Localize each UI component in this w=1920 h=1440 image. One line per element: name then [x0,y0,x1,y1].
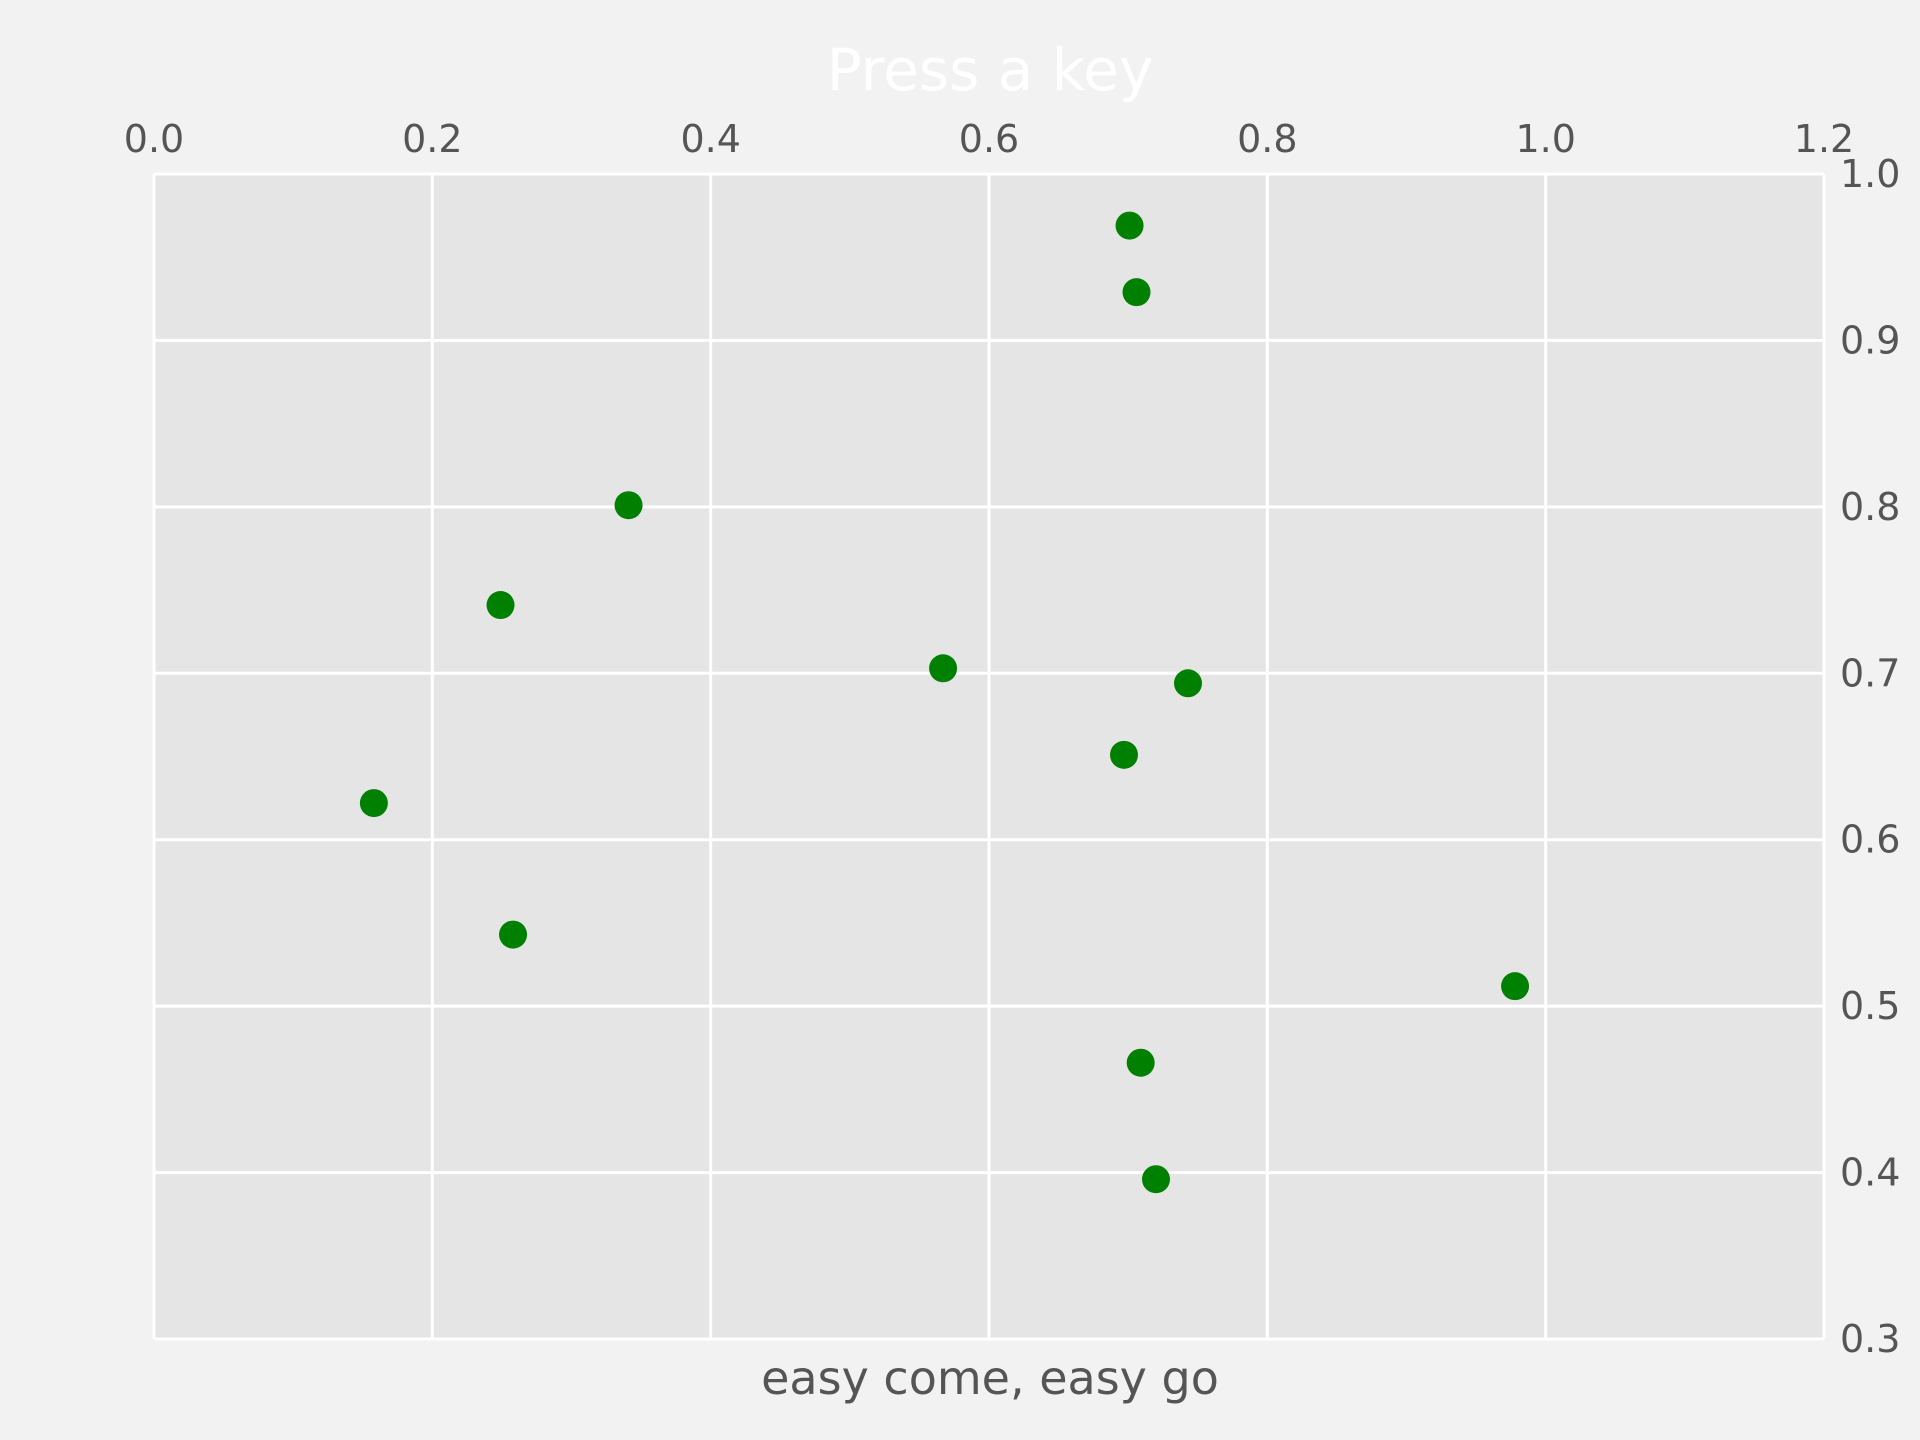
y-tick-label: 0.3 [1840,1317,1900,1361]
data-point [929,654,958,683]
data-point [1126,1048,1155,1077]
y-tick-label: 0.7 [1840,651,1900,695]
x-tick-label: 1.0 [1515,117,1575,161]
x-axis-ticks: 0.0 0.2 0.4 0.6 0.8 1.0 1.2 [124,117,1854,161]
data-points [359,211,1530,1194]
data-point [1142,1165,1170,1194]
y-tick-label: 1.0 [1840,152,1900,196]
y-tick-label: 0.4 [1840,1151,1900,1195]
x-axis-title: easy come, easy go [761,1351,1219,1405]
data-point [1501,972,1530,1001]
grid [152,172,1826,1341]
data-point [499,920,528,949]
data-point [359,789,388,818]
y-tick-label: 0.5 [1840,984,1900,1028]
data-point [1174,669,1203,698]
data-point [1115,211,1144,240]
data-point [614,491,643,520]
x-tick-label: 0.8 [1237,117,1297,161]
y-tick-label: 0.9 [1840,318,1900,362]
data-point [1122,278,1151,307]
x-tick-label: 0.0 [124,117,184,161]
y-axis-ticks: 0.3 0.4 0.5 0.6 0.7 0.8 0.9 1.0 [1840,152,1900,1361]
x-tick-label: 0.2 [402,117,462,161]
x-tick-label: 1.2 [1794,117,1854,161]
chart-title: Press a key [827,36,1154,104]
y-tick-label: 0.8 [1840,485,1900,529]
x-tick-label: 0.6 [959,117,1019,161]
data-point [486,591,515,620]
y-tick-label: 0.6 [1840,818,1900,862]
data-point [1109,740,1138,769]
x-tick-label: 0.4 [680,117,740,161]
